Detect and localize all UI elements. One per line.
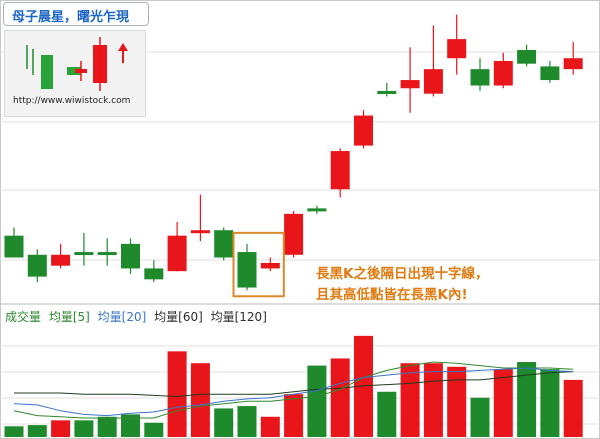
- volume-bar-12: [284, 394, 304, 437]
- candle-body-12: [284, 213, 304, 255]
- candle-body-20: [470, 69, 490, 86]
- volume-bar-15: [354, 335, 373, 437]
- volume-bar-4: [97, 416, 117, 437]
- volume-bar-0: [4, 426, 24, 437]
- volume-bar-20: [470, 397, 490, 437]
- volume-bar-24: [563, 379, 583, 437]
- volume-bar-7: [167, 351, 187, 437]
- annotation-line-1: 長黑K之後隔日出現十字線，: [316, 266, 489, 282]
- volume-bar-16: [377, 391, 397, 437]
- volume-legend: 成交量 均量[5] 均量[20] 均量[60] 均量[120]: [5, 308, 271, 325]
- volume-bar-11: [260, 416, 280, 437]
- volume-bar-13: [307, 365, 327, 437]
- volume-ma-line-a: [14, 371, 574, 398]
- volume-bar-1: [27, 425, 47, 437]
- candle-body-18: [423, 69, 443, 94]
- candle-body-24: [563, 58, 583, 70]
- legend-item-ma60: 均量[60]: [154, 310, 203, 324]
- volume-bar-5: [121, 414, 140, 437]
- candle-body-0: [4, 235, 24, 258]
- volume-bar-8: [190, 363, 210, 437]
- candle-body-14: [330, 151, 350, 190]
- candle-body-15: [354, 115, 373, 146]
- volume-bar-21: [493, 369, 513, 437]
- logo: http://www.wiwistock.com: [4, 30, 146, 117]
- volume-ma-line-c: [13, 367, 574, 417]
- volume-bar-3: [74, 420, 94, 437]
- legend-item-ma5: 均量[5]: [48, 310, 90, 324]
- candle-body-19: [447, 39, 467, 59]
- candle-body-17: [400, 80, 420, 89]
- legend-item-ma20: 均量[20]: [97, 310, 147, 324]
- volume-bar-9: [214, 408, 234, 437]
- title-box: 母子晨星，曙光乍現: [3, 2, 149, 26]
- candle-body-23: [540, 66, 560, 81]
- candle-body-7: [167, 235, 187, 272]
- candle-body-16: [377, 90, 397, 94]
- volume-ma-line-b: [13, 361, 574, 419]
- candle-body-22: [517, 50, 537, 64]
- candle-body-6: [144, 268, 164, 280]
- candle-body-4: [97, 252, 117, 256]
- volume-bar-17: [400, 363, 420, 437]
- legend-item-ma120: 均量[120]: [210, 310, 267, 324]
- highlight-box: [232, 231, 285, 298]
- volume-bar-22: [517, 362, 537, 437]
- candle-body-8: [190, 230, 210, 234]
- candle-body-1: [27, 254, 47, 277]
- volume-bar-19: [447, 366, 467, 437]
- candle-body-3: [74, 252, 94, 256]
- candle-body-21: [493, 60, 513, 86]
- volume-bar-23: [540, 369, 560, 437]
- logo-url: http://www.wiwistock.com: [13, 96, 131, 106]
- chart-title: 母子晨星，曙光乍現: [12, 10, 130, 25]
- volume-bar-2: [51, 420, 71, 437]
- candle-body-13: [307, 208, 327, 212]
- volume-bar-14: [330, 358, 350, 437]
- volume-bar-6: [144, 422, 164, 437]
- annotation-line-2: 且其高低點皆在長黑K內!: [316, 287, 468, 303]
- volume-bar-10: [237, 406, 257, 437]
- volume-bar-18: [423, 363, 443, 437]
- candle-body-11: [260, 262, 280, 269]
- legend-item-volume: 成交量: [5, 310, 42, 324]
- logo-candles-icon: [26, 37, 128, 91]
- candle-body-2: [51, 254, 71, 266]
- candle-body-10: [237, 252, 257, 288]
- candle-body-9: [214, 230, 234, 258]
- candle-body-5: [121, 243, 140, 269]
